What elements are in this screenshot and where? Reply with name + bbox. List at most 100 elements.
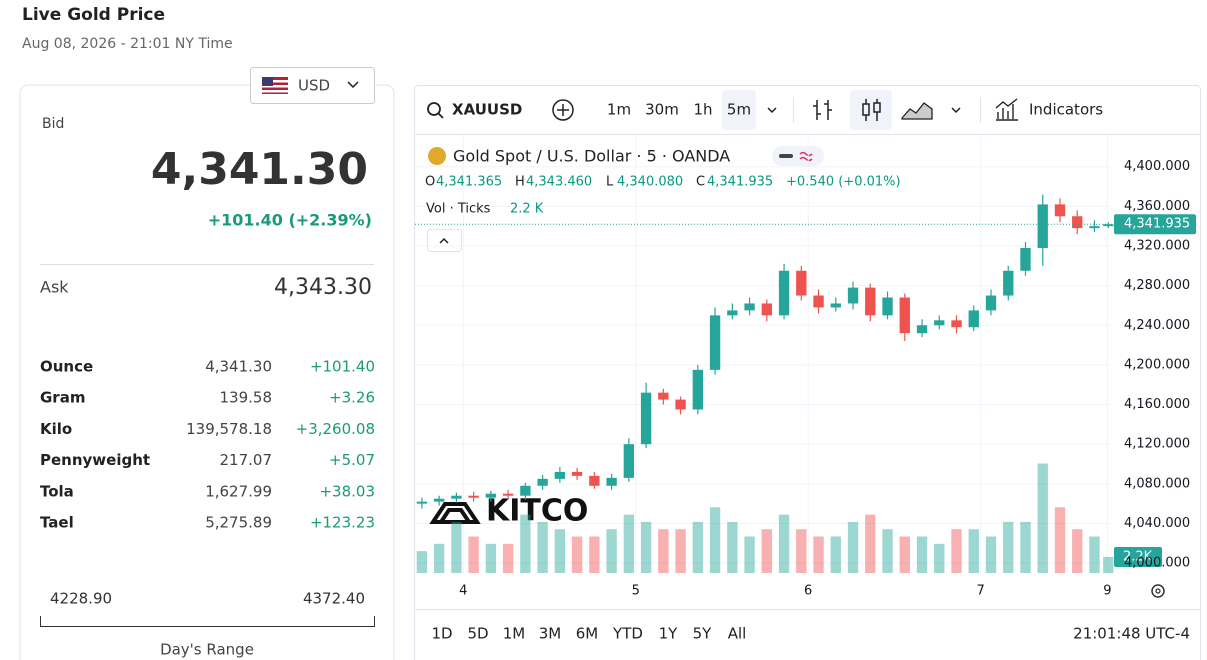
candle-body [882, 297, 893, 316]
candle-body [675, 399, 686, 410]
range-button[interactable]: All [728, 625, 747, 643]
volume-bar [1089, 536, 1100, 573]
range-bar [40, 616, 375, 627]
candle-body [968, 310, 979, 328]
unit-name: Pennyweight [40, 451, 150, 469]
bid-price: 4,341.30 [151, 144, 368, 195]
volume-bar [468, 536, 479, 573]
interval[interactable]: 1m [607, 101, 631, 119]
range-button[interactable]: 5Y [693, 625, 713, 643]
x-tick-label: 7 [977, 584, 985, 599]
candle-body [813, 295, 824, 308]
currency[interactable]: USD [298, 77, 330, 95]
interval[interactable]: 5m [727, 101, 751, 119]
interval[interactable]: 1h [693, 101, 712, 119]
candles-icon [862, 103, 870, 116]
ohlc-value: 4,340.080 [617, 175, 683, 190]
range-low: 4228.90 [50, 590, 112, 608]
y-tick-label: 4,280.000 [1124, 278, 1190, 293]
unit-price: 1,627.99 [205, 482, 272, 500]
range-button[interactable]: 1M [503, 625, 526, 643]
volume-bar [658, 529, 669, 573]
candle-body [951, 320, 962, 328]
active-interval[interactable] [722, 90, 756, 130]
price-tag-label: 4,341.935 [1124, 217, 1190, 232]
range-button[interactable]: 5D [467, 625, 488, 643]
page-title: Live Gold Price [22, 5, 165, 25]
indicators[interactable]: Indicators [1029, 101, 1103, 119]
candle-body [537, 478, 548, 486]
candle-body [554, 471, 566, 479]
compare-button[interactable] [552, 99, 574, 121]
chart-widget [414, 85, 1201, 660]
ohlc-key: L [606, 175, 614, 190]
range-button[interactable]: 6M [576, 625, 599, 643]
range-button[interactable]: 1D [431, 625, 452, 643]
ohlc-value: 4,341.935 [707, 175, 773, 190]
interval[interactable]: 30m [645, 101, 679, 119]
watermark: KITCO [486, 494, 588, 529]
candle-body [606, 477, 617, 486]
active-style[interactable] [850, 90, 892, 130]
volume-bar [1054, 507, 1066, 573]
area-icon[interactable] [901, 102, 933, 120]
chevron[interactable] [951, 107, 961, 114]
unit-price: 217.07 [220, 451, 273, 469]
range-label: Day's Range [160, 641, 254, 659]
y-tick-label: 4,400.000 [1124, 159, 1190, 174]
volume-bar [761, 529, 772, 573]
volume-bar [985, 536, 997, 573]
volume-bar [830, 536, 841, 573]
y-tick-label: 4,200.000 [1124, 357, 1190, 372]
clock: 21:01:48 UTC-4 [1073, 625, 1190, 643]
plus [557, 104, 569, 116]
unit-change: +38.03 [319, 482, 375, 500]
candle-body [451, 495, 462, 499]
settings-icon[interactable] [1151, 584, 1165, 598]
volume-bar [709, 507, 721, 573]
bid-change: +101.40 (+2.39%) [208, 211, 372, 230]
symbol[interactable]: XAUUSD [452, 101, 522, 119]
unit-name: Tola [40, 482, 74, 500]
flag [262, 77, 273, 86]
candle-body [1089, 226, 1100, 229]
candle-body [520, 485, 531, 496]
ohlc-key: H [515, 175, 525, 190]
x-tick-label: 6 [804, 584, 812, 599]
y-tick-label: 4,160.000 [1124, 397, 1190, 412]
candle-body [916, 325, 928, 334]
volume-tag [1114, 546, 1162, 567]
flag [262, 85, 288, 88]
unit-change: +123.23 [310, 514, 375, 532]
candle-body [778, 270, 790, 316]
candle-body [623, 444, 635, 478]
bars-icon[interactable] [813, 100, 832, 120]
ohlc-change: +0.540 (+0.01%) [786, 175, 901, 190]
candle-body [899, 297, 910, 334]
candle-body [468, 495, 479, 498]
y-tick-label: 4,360.000 [1124, 199, 1190, 214]
volume-bar [433, 543, 445, 573]
volume-bar [589, 536, 600, 573]
volume-bar [416, 551, 428, 573]
x-tick-label: 9 [1103, 584, 1111, 599]
volume-bar [571, 536, 583, 573]
volume-bar [847, 521, 859, 573]
volume-bar [554, 529, 566, 573]
volume-legend-label: Vol · Ticks [426, 202, 491, 217]
volume-legend-value: 2.2 K [510, 202, 544, 217]
range-button[interactable]: 3M [539, 625, 562, 643]
range-button[interactable]: YTD [612, 625, 643, 643]
chevron[interactable] [767, 107, 777, 114]
y-tick-label: 4,080.000 [1124, 476, 1190, 491]
indicators-icon[interactable] [995, 98, 1018, 121]
x-tick-label: 4 [459, 584, 467, 599]
bid-label: Bid [42, 116, 64, 132]
unit-price: 139,578.18 [186, 420, 272, 438]
currency-select[interactable] [250, 67, 375, 104]
range-button[interactable]: 1Y [659, 625, 679, 643]
volume-bar [813, 536, 824, 573]
candle-body [761, 303, 772, 316]
search-icon[interactable] [427, 102, 441, 116]
unit-change: +101.40 [310, 358, 375, 376]
